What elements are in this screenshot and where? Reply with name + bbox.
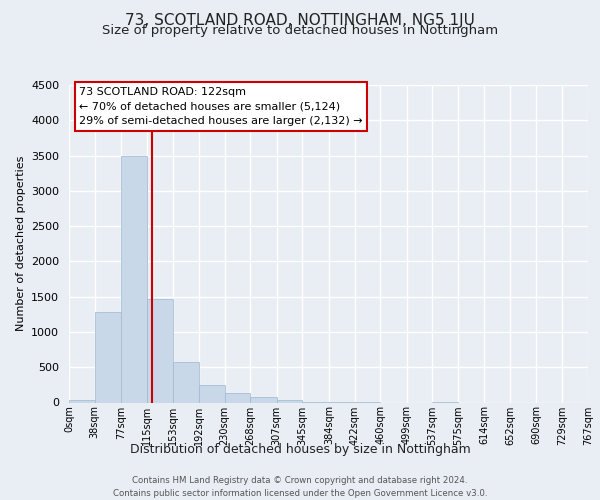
Bar xyxy=(199,385,224,402)
Text: 73, SCOTLAND ROAD, NOTTINGHAM, NG5 1JU: 73, SCOTLAND ROAD, NOTTINGHAM, NG5 1JU xyxy=(125,12,475,28)
Bar xyxy=(147,299,173,403)
Text: Distribution of detached houses by size in Nottingham: Distribution of detached houses by size … xyxy=(130,442,470,456)
Text: 73 SCOTLAND ROAD: 122sqm
← 70% of detached houses are smaller (5,124)
29% of sem: 73 SCOTLAND ROAD: 122sqm ← 70% of detach… xyxy=(79,86,363,126)
Bar xyxy=(250,397,277,402)
Text: Contains HM Land Registry data © Crown copyright and database right 2024.: Contains HM Land Registry data © Crown c… xyxy=(132,476,468,485)
Bar xyxy=(95,312,121,402)
Text: Contains public sector information licensed under the Open Government Licence v3: Contains public sector information licen… xyxy=(113,489,487,498)
Bar xyxy=(224,394,250,402)
Bar xyxy=(121,156,147,402)
Bar xyxy=(69,400,95,402)
Text: Size of property relative to detached houses in Nottingham: Size of property relative to detached ho… xyxy=(102,24,498,37)
Bar xyxy=(277,400,302,402)
Y-axis label: Number of detached properties: Number of detached properties xyxy=(16,156,26,332)
Bar xyxy=(173,362,199,403)
